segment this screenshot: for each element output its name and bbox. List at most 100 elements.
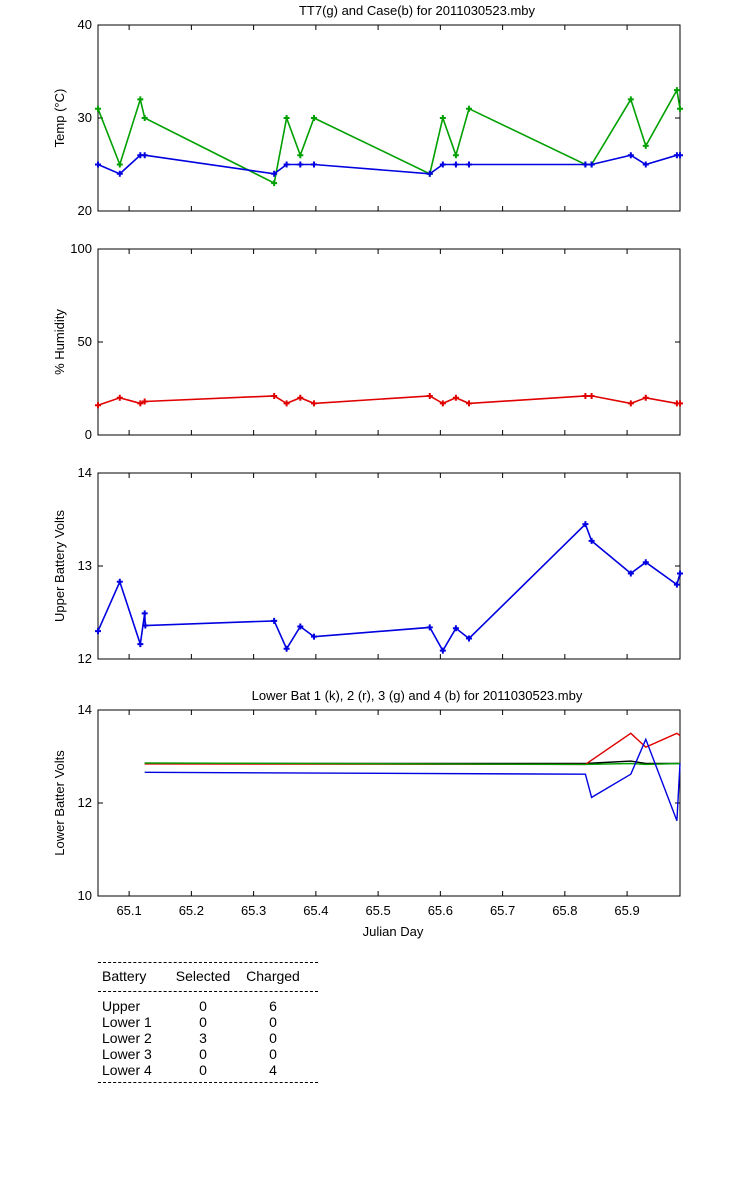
data-point (95, 402, 101, 409)
battery-selected: 0 (199, 998, 207, 1014)
data-point (271, 617, 278, 624)
chart-canvas: TT7(g) and Case(b) for 2011030523.mby 20 3… (52, 3, 683, 939)
data-point (642, 161, 649, 168)
data-point (310, 115, 317, 121)
plot-frame (97, 24, 681, 212)
data-point (582, 521, 589, 528)
y-tick-label: 14 (78, 702, 92, 717)
data-point (426, 170, 433, 177)
data-point (673, 87, 680, 94)
chart-title: Lower Bat 1 (k), 2 (r), 3 (g) and 4 (b) … (252, 688, 583, 703)
y-tick-label: 14 (78, 465, 92, 480)
battery-charged: 0 (269, 1030, 277, 1046)
battery-charged: 4 (269, 1062, 277, 1078)
y-axis-label: Upper Battery Volts (52, 510, 67, 622)
data-point (283, 115, 290, 121)
data-point (465, 400, 472, 407)
y-tick-label: 0 (85, 427, 92, 442)
data-point (642, 394, 649, 401)
table-row: Lower 1 0 0 (98, 1014, 318, 1030)
data-point (297, 394, 304, 401)
x-tick-label: 65.1 (116, 903, 141, 918)
y-tick-label: 50 (78, 334, 92, 349)
data-point (283, 645, 290, 652)
battery-selected: 0 (199, 1014, 207, 1030)
data-point (95, 628, 101, 635)
battery-name: Lower 4 (102, 1062, 152, 1078)
data-point (95, 161, 101, 168)
data-point (452, 161, 459, 168)
table-body: Upper 0 6 Lower 1 0 0 Lower 2 3 0 Lower … (98, 998, 318, 1078)
table-row: Lower 4 0 4 (98, 1062, 318, 1078)
data-point (465, 105, 472, 112)
data-point (310, 400, 317, 407)
battery-name: Upper (102, 998, 141, 1014)
data-point (642, 142, 649, 149)
data-point (452, 394, 459, 401)
data-point (452, 152, 459, 159)
table-rule-top (98, 962, 318, 963)
data-point (116, 578, 123, 585)
series-line-4 (144, 737, 681, 821)
x-tick-label: 65.3 (241, 903, 266, 918)
y-tick-label: 12 (78, 795, 92, 810)
data-point (297, 152, 304, 159)
data-point (310, 161, 317, 168)
data-point (642, 559, 649, 566)
header-battery: Battery (102, 968, 147, 984)
battery-charged: 0 (269, 1014, 277, 1030)
y-axis-label: Lower Batter Volts (52, 750, 67, 856)
data-point (588, 537, 595, 544)
data-point (116, 161, 123, 168)
plot-frame (97, 248, 681, 436)
series-line-tt7 (97, 87, 681, 185)
data-point (673, 581, 680, 588)
x-tick-label: 65.6 (428, 903, 453, 918)
series-line-2 (144, 732, 681, 766)
x-tick-label: 65.8 (552, 903, 577, 918)
data-point (283, 400, 290, 407)
series-line-red (97, 395, 680, 406)
data-point (137, 400, 144, 407)
data-point (588, 161, 595, 168)
data-point (627, 400, 634, 407)
data-point (142, 622, 149, 629)
battery-selected: 0 (199, 1062, 207, 1078)
battery-table: Battery Selected Charged Upper 0 6 Lower… (98, 962, 318, 1083)
data-point (439, 400, 446, 407)
header-selected: Selected (175, 968, 231, 984)
x-tick-label: 65.7 (490, 903, 515, 918)
data-point (271, 180, 278, 187)
battery-selected: 3 (199, 1030, 207, 1046)
y-tick-label: 10 (78, 888, 92, 903)
table-row: Upper 0 6 (98, 998, 318, 1014)
series-line-3 (144, 762, 681, 766)
data-point (465, 635, 472, 642)
y-tick-label: 100 (70, 241, 92, 256)
data-point (141, 115, 148, 121)
data-point (271, 170, 278, 177)
x-tick-label: 65.5 (365, 903, 390, 918)
data-point (426, 624, 433, 631)
data-point (439, 161, 446, 168)
x-axis-label: Julian Day (363, 924, 424, 939)
table-row: Lower 2 3 0 (98, 1030, 318, 1046)
battery-charged: 0 (269, 1046, 277, 1062)
data-point (627, 570, 634, 577)
data-point (627, 152, 634, 159)
x-tick-label: 65.9 (614, 903, 639, 918)
data-point (677, 105, 683, 112)
battery-selected: 0 (199, 1046, 207, 1062)
data-point (283, 161, 290, 168)
data-point (271, 392, 278, 399)
table-rule-bottom (98, 1082, 318, 1083)
data-point (426, 392, 433, 399)
data-point (297, 623, 304, 630)
data-point (116, 170, 123, 177)
y-tick-label: 30 (78, 110, 92, 125)
plot-frame (97, 709, 681, 897)
data-point (137, 641, 144, 648)
data-point (439, 115, 446, 121)
data-point (297, 161, 304, 168)
battery-name: Lower 1 (102, 1014, 152, 1030)
